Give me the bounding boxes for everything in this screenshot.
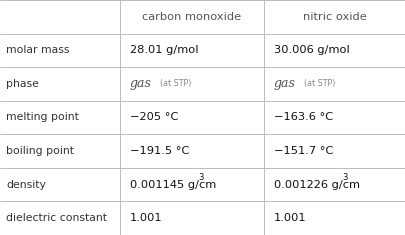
Text: 30.006 g/mol: 30.006 g/mol <box>273 45 349 55</box>
Text: −205 °C: −205 °C <box>130 113 178 122</box>
Text: carbon monoxide: carbon monoxide <box>142 12 241 22</box>
Text: 3: 3 <box>341 173 347 182</box>
Text: phase: phase <box>6 79 39 89</box>
Text: boiling point: boiling point <box>6 146 74 156</box>
Text: dielectric constant: dielectric constant <box>6 213 107 223</box>
Text: melting point: melting point <box>6 113 79 122</box>
Text: gas: gas <box>130 77 151 90</box>
Text: (at STP): (at STP) <box>304 79 335 88</box>
Text: 0.001226 g/cm: 0.001226 g/cm <box>273 180 359 190</box>
Text: 1.001: 1.001 <box>130 213 162 223</box>
Text: −151.7 °C: −151.7 °C <box>273 146 333 156</box>
Text: molar mass: molar mass <box>6 45 69 55</box>
Text: 3: 3 <box>198 173 203 182</box>
Text: −191.5 °C: −191.5 °C <box>130 146 189 156</box>
Text: 28.01 g/mol: 28.01 g/mol <box>130 45 198 55</box>
Text: density: density <box>6 180 46 190</box>
Text: nitric oxide: nitric oxide <box>302 12 366 22</box>
Text: (at STP): (at STP) <box>160 79 191 88</box>
Text: gas: gas <box>273 77 295 90</box>
Text: −163.6 °C: −163.6 °C <box>273 113 333 122</box>
Text: 0.001145 g/cm: 0.001145 g/cm <box>130 180 215 190</box>
Text: 1.001: 1.001 <box>273 213 306 223</box>
